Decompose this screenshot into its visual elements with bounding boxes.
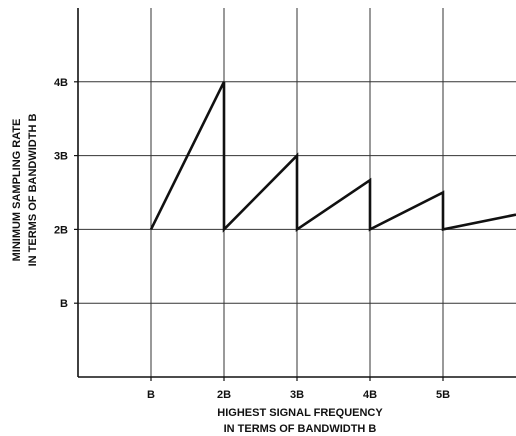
y-tick-label-2: 2B [54,224,68,236]
x-tick-label-5: 5B [436,389,450,401]
x-tick-label-4: 4B [363,389,377,401]
x-tick-labels: B 2B 3B 4B 5B [147,389,450,401]
y-tick-label-3: 3B [54,151,68,163]
x-tick-label-3: 3B [290,389,304,401]
y-tick-label-4: 4B [54,77,68,89]
series [149,81,516,233]
y-tick-label-1: B [60,298,68,310]
y-axis-label-line1: MINIMUM SAMPLING RATE [11,119,23,262]
x-axis-label-line2: IN TERMS OF BANDWIDTH B [224,423,377,435]
x-tick-label-2: 2B [217,389,231,401]
series-line-1 [149,81,516,233]
x-axis-label-line1: HIGHEST SIGNAL FREQUENCY [217,407,383,419]
axes [74,8,516,381]
x-tick-label-1: B [147,389,155,401]
y-tick-labels: B 2B 3B 4B [54,77,68,310]
y-axis-label-line2: IN TERMS OF BANDWIDTH B [27,114,39,267]
